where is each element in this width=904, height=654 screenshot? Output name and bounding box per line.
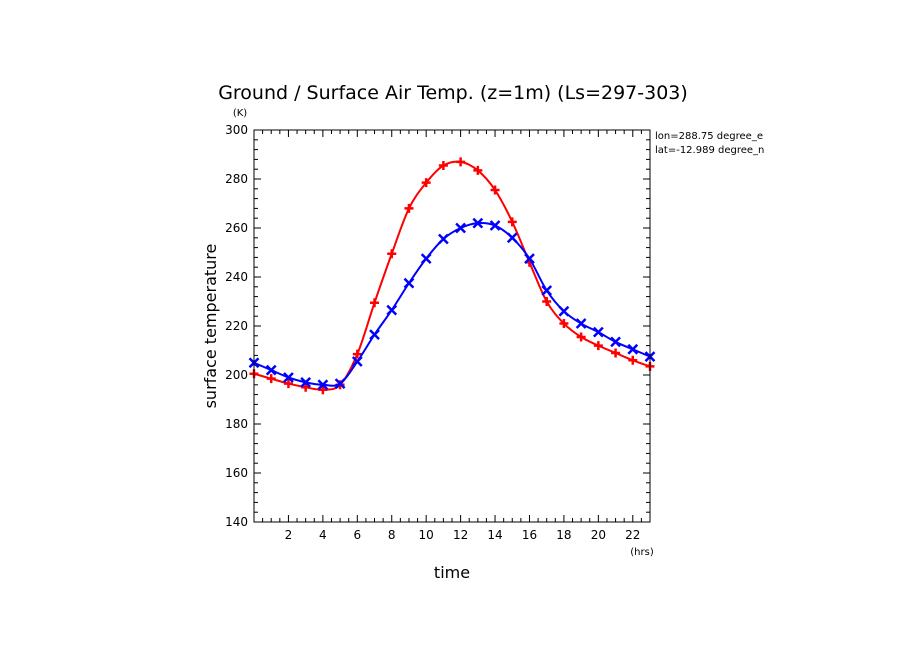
y-tick-label: 160 bbox=[225, 466, 248, 480]
series-1-point bbox=[542, 297, 552, 306]
series-1-point bbox=[628, 355, 638, 365]
y-tick-label: 300 bbox=[225, 123, 248, 137]
series-1-point bbox=[490, 185, 500, 195]
y-tick-label: 140 bbox=[225, 515, 248, 529]
series-2-point bbox=[351, 356, 363, 367]
plot-area: 140 160 180 200 220 240 260 280 300 2 4 6 8 10 12 14 16 1… bbox=[225, 123, 656, 542]
series-2-point bbox=[610, 336, 621, 348]
series-1-point bbox=[318, 385, 328, 395]
series-1-line bbox=[253, 160, 651, 391]
lat-annotation: lat=-12.989 degree_n bbox=[655, 145, 764, 156]
x-tick-label: 18 bbox=[556, 528, 571, 542]
y-tick-label: 200 bbox=[225, 368, 248, 382]
series-1-point bbox=[576, 332, 586, 342]
y-axis-label: surface temperature bbox=[201, 244, 220, 409]
x-tick-label: 22 bbox=[625, 528, 640, 542]
x-tick-label: 16 bbox=[522, 528, 537, 542]
series-1-point bbox=[352, 349, 362, 359]
series-2-point bbox=[317, 379, 329, 391]
y-unit-label: (K) bbox=[233, 108, 247, 119]
x-tick-label: 14 bbox=[487, 528, 502, 542]
y-tick-label: 220 bbox=[225, 319, 248, 333]
x-tick-label: 4 bbox=[319, 528, 327, 542]
series-2-point bbox=[438, 233, 449, 245]
series-2-point bbox=[558, 305, 570, 317]
series-2-point bbox=[334, 378, 346, 389]
series-1-point bbox=[301, 382, 311, 392]
series-2-point bbox=[386, 304, 398, 316]
series-2-point bbox=[524, 253, 535, 265]
series-1-point bbox=[283, 379, 293, 389]
series-2-point bbox=[575, 318, 587, 329]
series-2-point bbox=[506, 232, 518, 244]
y-tick-label: 180 bbox=[225, 417, 248, 431]
x-tick-label: 2 bbox=[285, 528, 293, 542]
x-tick-label: 8 bbox=[388, 528, 396, 542]
y-tick-label: 240 bbox=[225, 270, 248, 284]
x-unit-label: (hrs) bbox=[630, 547, 654, 558]
series-2-point bbox=[472, 217, 484, 229]
y-tick-label: 280 bbox=[225, 172, 248, 186]
x-tick-label: 12 bbox=[453, 528, 468, 542]
series-1-point bbox=[473, 165, 483, 175]
series-2-point bbox=[592, 326, 604, 338]
series-2-line bbox=[253, 221, 651, 387]
series-2-point bbox=[627, 343, 639, 355]
series-1-point bbox=[438, 161, 448, 171]
series-1-point bbox=[611, 348, 621, 358]
series-2-point bbox=[369, 329, 380, 340]
x-tick-label: 6 bbox=[353, 528, 361, 542]
series-2-point bbox=[283, 372, 294, 383]
lon-annotation: lon=288.75 degree_e bbox=[655, 131, 763, 142]
series-1-point bbox=[559, 319, 569, 329]
series-2-point bbox=[541, 285, 553, 296]
series-2-point bbox=[403, 277, 415, 289]
series-1-point bbox=[404, 203, 414, 213]
plot-frame bbox=[253, 129, 651, 523]
x-axis-label: time bbox=[434, 563, 470, 582]
series-2-point bbox=[489, 220, 501, 231]
y-tick-label: 260 bbox=[225, 221, 248, 235]
x-tick-label: 10 bbox=[419, 528, 434, 542]
x-tick-label: 20 bbox=[591, 528, 606, 542]
series-1-point bbox=[387, 249, 397, 259]
chart-title: Ground / Surface Air Temp. (z=1m) (Ls=29… bbox=[218, 82, 688, 104]
series-1-point bbox=[266, 374, 276, 384]
series-2-point bbox=[265, 364, 277, 376]
series-1-point bbox=[507, 217, 517, 227]
series-1-point bbox=[593, 341, 603, 351]
series-2-point bbox=[455, 222, 466, 234]
series-2-point bbox=[420, 253, 432, 265]
series-1-point bbox=[421, 178, 431, 188]
series-1-point bbox=[456, 157, 466, 167]
series-2-point bbox=[300, 376, 312, 388]
series-1-point bbox=[370, 298, 380, 308]
